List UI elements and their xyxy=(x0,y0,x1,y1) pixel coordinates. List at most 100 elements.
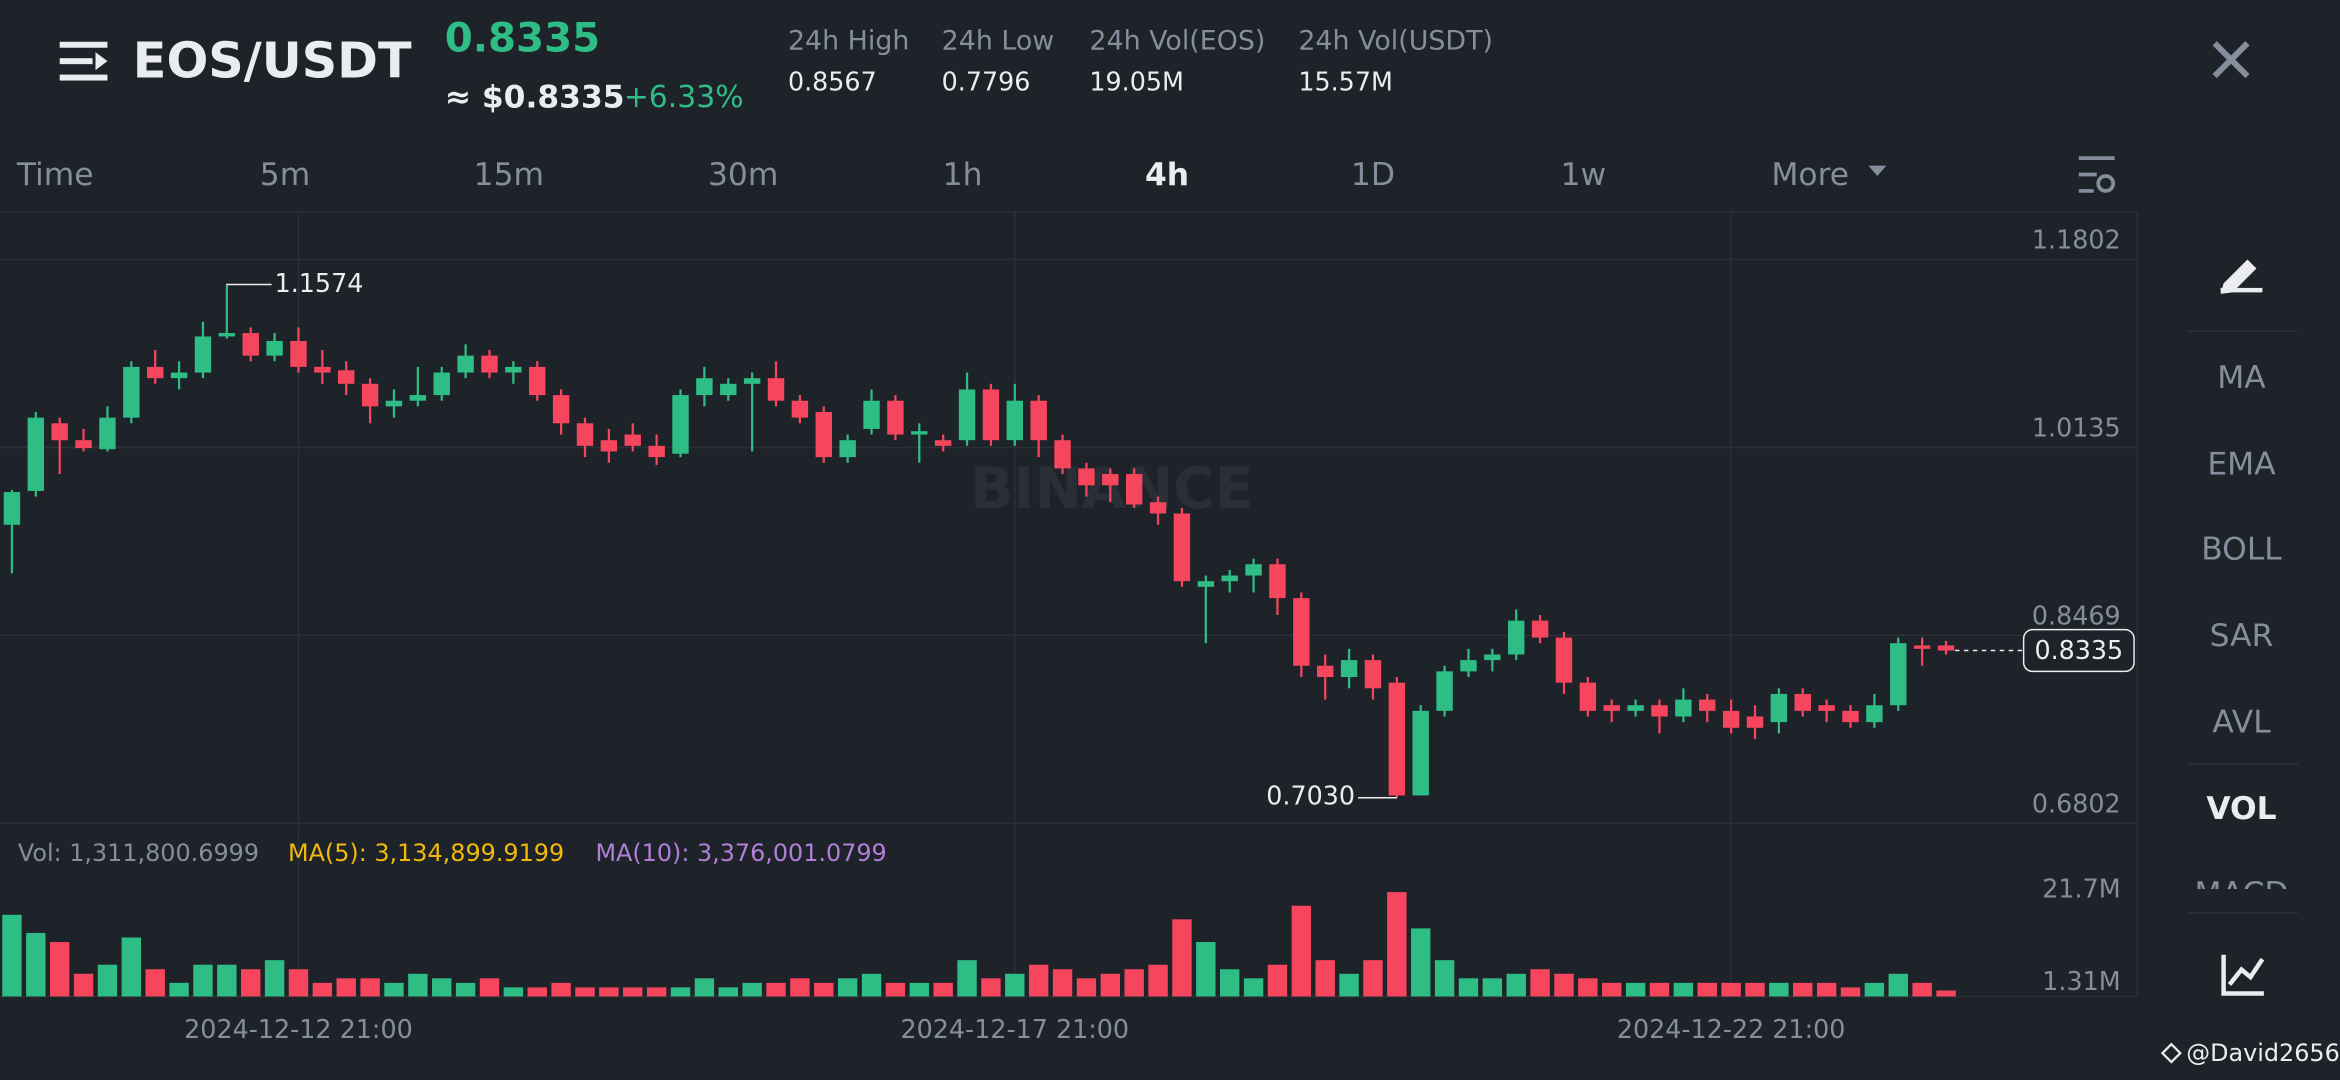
candle-body xyxy=(696,378,713,396)
interval-tab[interactable]: 15m xyxy=(474,157,544,193)
candle-body xyxy=(1579,682,1597,711)
volume-bar xyxy=(1864,982,1885,997)
volume-bar xyxy=(1793,982,1813,997)
volume-bar xyxy=(981,978,1001,997)
low-label: 0.7030 xyxy=(1266,781,1355,811)
candle-body xyxy=(1054,440,1071,469)
x-tick-label: 2024-12-17 21:00 xyxy=(901,1014,1130,1044)
candle-body xyxy=(1221,575,1238,582)
candle-body xyxy=(146,366,164,379)
interval-tab[interactable]: More xyxy=(1771,157,1849,193)
candle-body xyxy=(1436,671,1453,711)
volume-bar xyxy=(1028,964,1049,997)
candle-body xyxy=(624,434,641,446)
settings-icon[interactable] xyxy=(2078,156,2116,193)
stat-label: 24h Vol(USDT) xyxy=(1298,25,1493,56)
candle-body xyxy=(242,333,259,356)
volume-bar xyxy=(742,982,762,997)
volume-bar xyxy=(1005,973,1025,997)
volume-bar xyxy=(957,960,977,997)
interval-tab[interactable]: 1D xyxy=(1351,157,1395,193)
volume-bar xyxy=(1434,960,1455,997)
volume-bar xyxy=(1530,969,1550,997)
interval-tab[interactable]: 1w xyxy=(1561,157,1607,193)
y-tick-label: 0.6802 xyxy=(2032,789,2121,819)
volume-bar xyxy=(1172,919,1192,997)
candle-body xyxy=(911,431,928,435)
dropdown-arrow xyxy=(1868,165,1887,177)
candle-body xyxy=(27,417,45,491)
close-button[interactable] xyxy=(2212,41,2250,79)
candle-body xyxy=(1722,710,1740,728)
candle-body xyxy=(1913,645,1931,649)
volume-bar xyxy=(241,969,261,997)
volume-bar xyxy=(169,982,189,997)
volume-bar xyxy=(1458,978,1479,997)
menu-icon[interactable] xyxy=(59,41,108,81)
volume-bar xyxy=(1482,978,1503,997)
indicator-button[interactable]: MA xyxy=(2217,360,2266,396)
volume-bar xyxy=(1363,960,1383,997)
indicator-button[interactable]: BOLL xyxy=(2201,531,2282,567)
volume-bar xyxy=(26,932,46,997)
volume-bar xyxy=(1100,973,1121,997)
volume-bar xyxy=(527,987,547,997)
volume-bar xyxy=(837,978,858,997)
volume-bar xyxy=(1840,987,1861,997)
stat-value: 15.57M xyxy=(1298,67,1393,97)
candle-body xyxy=(1293,598,1310,666)
volume-bar xyxy=(1243,978,1264,997)
candle-body xyxy=(1149,502,1167,514)
candle-body xyxy=(815,412,832,458)
volume-bar xyxy=(1816,982,1837,997)
price-change: +6.33% xyxy=(624,80,744,115)
candle-body xyxy=(1937,645,1955,651)
volume-bar xyxy=(1506,973,1526,997)
volume-bar xyxy=(599,987,619,997)
volume-bar xyxy=(1673,982,1694,997)
volume-bar xyxy=(1315,960,1335,997)
candle-body xyxy=(1245,564,1262,576)
high-leader xyxy=(226,283,272,286)
candle-body xyxy=(1699,699,1716,711)
candle-body xyxy=(1125,474,1143,505)
volume-bar xyxy=(1912,982,1932,997)
interval-tab[interactable]: Time xyxy=(16,157,94,193)
interval-tab[interactable]: 4h xyxy=(1145,157,1189,193)
candle-body xyxy=(338,370,355,384)
candle-body xyxy=(1460,660,1477,672)
usd-price: ≈ $0.8335 xyxy=(445,79,625,115)
interval-tab[interactable]: 30m xyxy=(708,157,778,193)
volume-bar xyxy=(1196,942,1216,997)
chart-type-icon[interactable] xyxy=(2221,954,2265,996)
candle-body xyxy=(51,423,68,441)
candle-body xyxy=(1746,716,1764,728)
volume-bar xyxy=(503,987,524,997)
interval-tab[interactable]: 1h xyxy=(943,157,983,193)
candle-body xyxy=(1316,665,1334,678)
volume-bar xyxy=(1339,973,1359,997)
edit-icon[interactable] xyxy=(2220,259,2263,294)
volume-bar xyxy=(1219,969,1240,997)
candle-body xyxy=(576,423,594,446)
volume-bar xyxy=(1124,969,1144,997)
interval-tab[interactable]: 5m xyxy=(260,157,310,193)
volume-bar xyxy=(455,982,476,997)
volume-bar xyxy=(1888,973,1908,997)
volume-bar xyxy=(49,942,70,997)
candle-body xyxy=(934,440,952,446)
sidebar-clip-cover xyxy=(2148,889,2340,910)
volume-bar xyxy=(73,973,94,997)
candle-body xyxy=(887,400,904,435)
volume-legend: MA(5): 3,134,899.9199 xyxy=(288,839,564,867)
indicator-button[interactable]: AVL xyxy=(2212,704,2271,740)
volume-bar xyxy=(336,978,356,997)
indicator-button[interactable]: EMA xyxy=(2207,446,2276,482)
indicator-button[interactable]: VOL xyxy=(2206,791,2276,827)
candle-body xyxy=(791,400,809,418)
volume-bar xyxy=(814,982,834,997)
volume-bar xyxy=(408,973,428,997)
candle-body xyxy=(75,440,92,449)
indicator-button[interactable]: SAR xyxy=(2210,618,2274,654)
footer-handle: @David2656 xyxy=(2186,1039,2340,1067)
